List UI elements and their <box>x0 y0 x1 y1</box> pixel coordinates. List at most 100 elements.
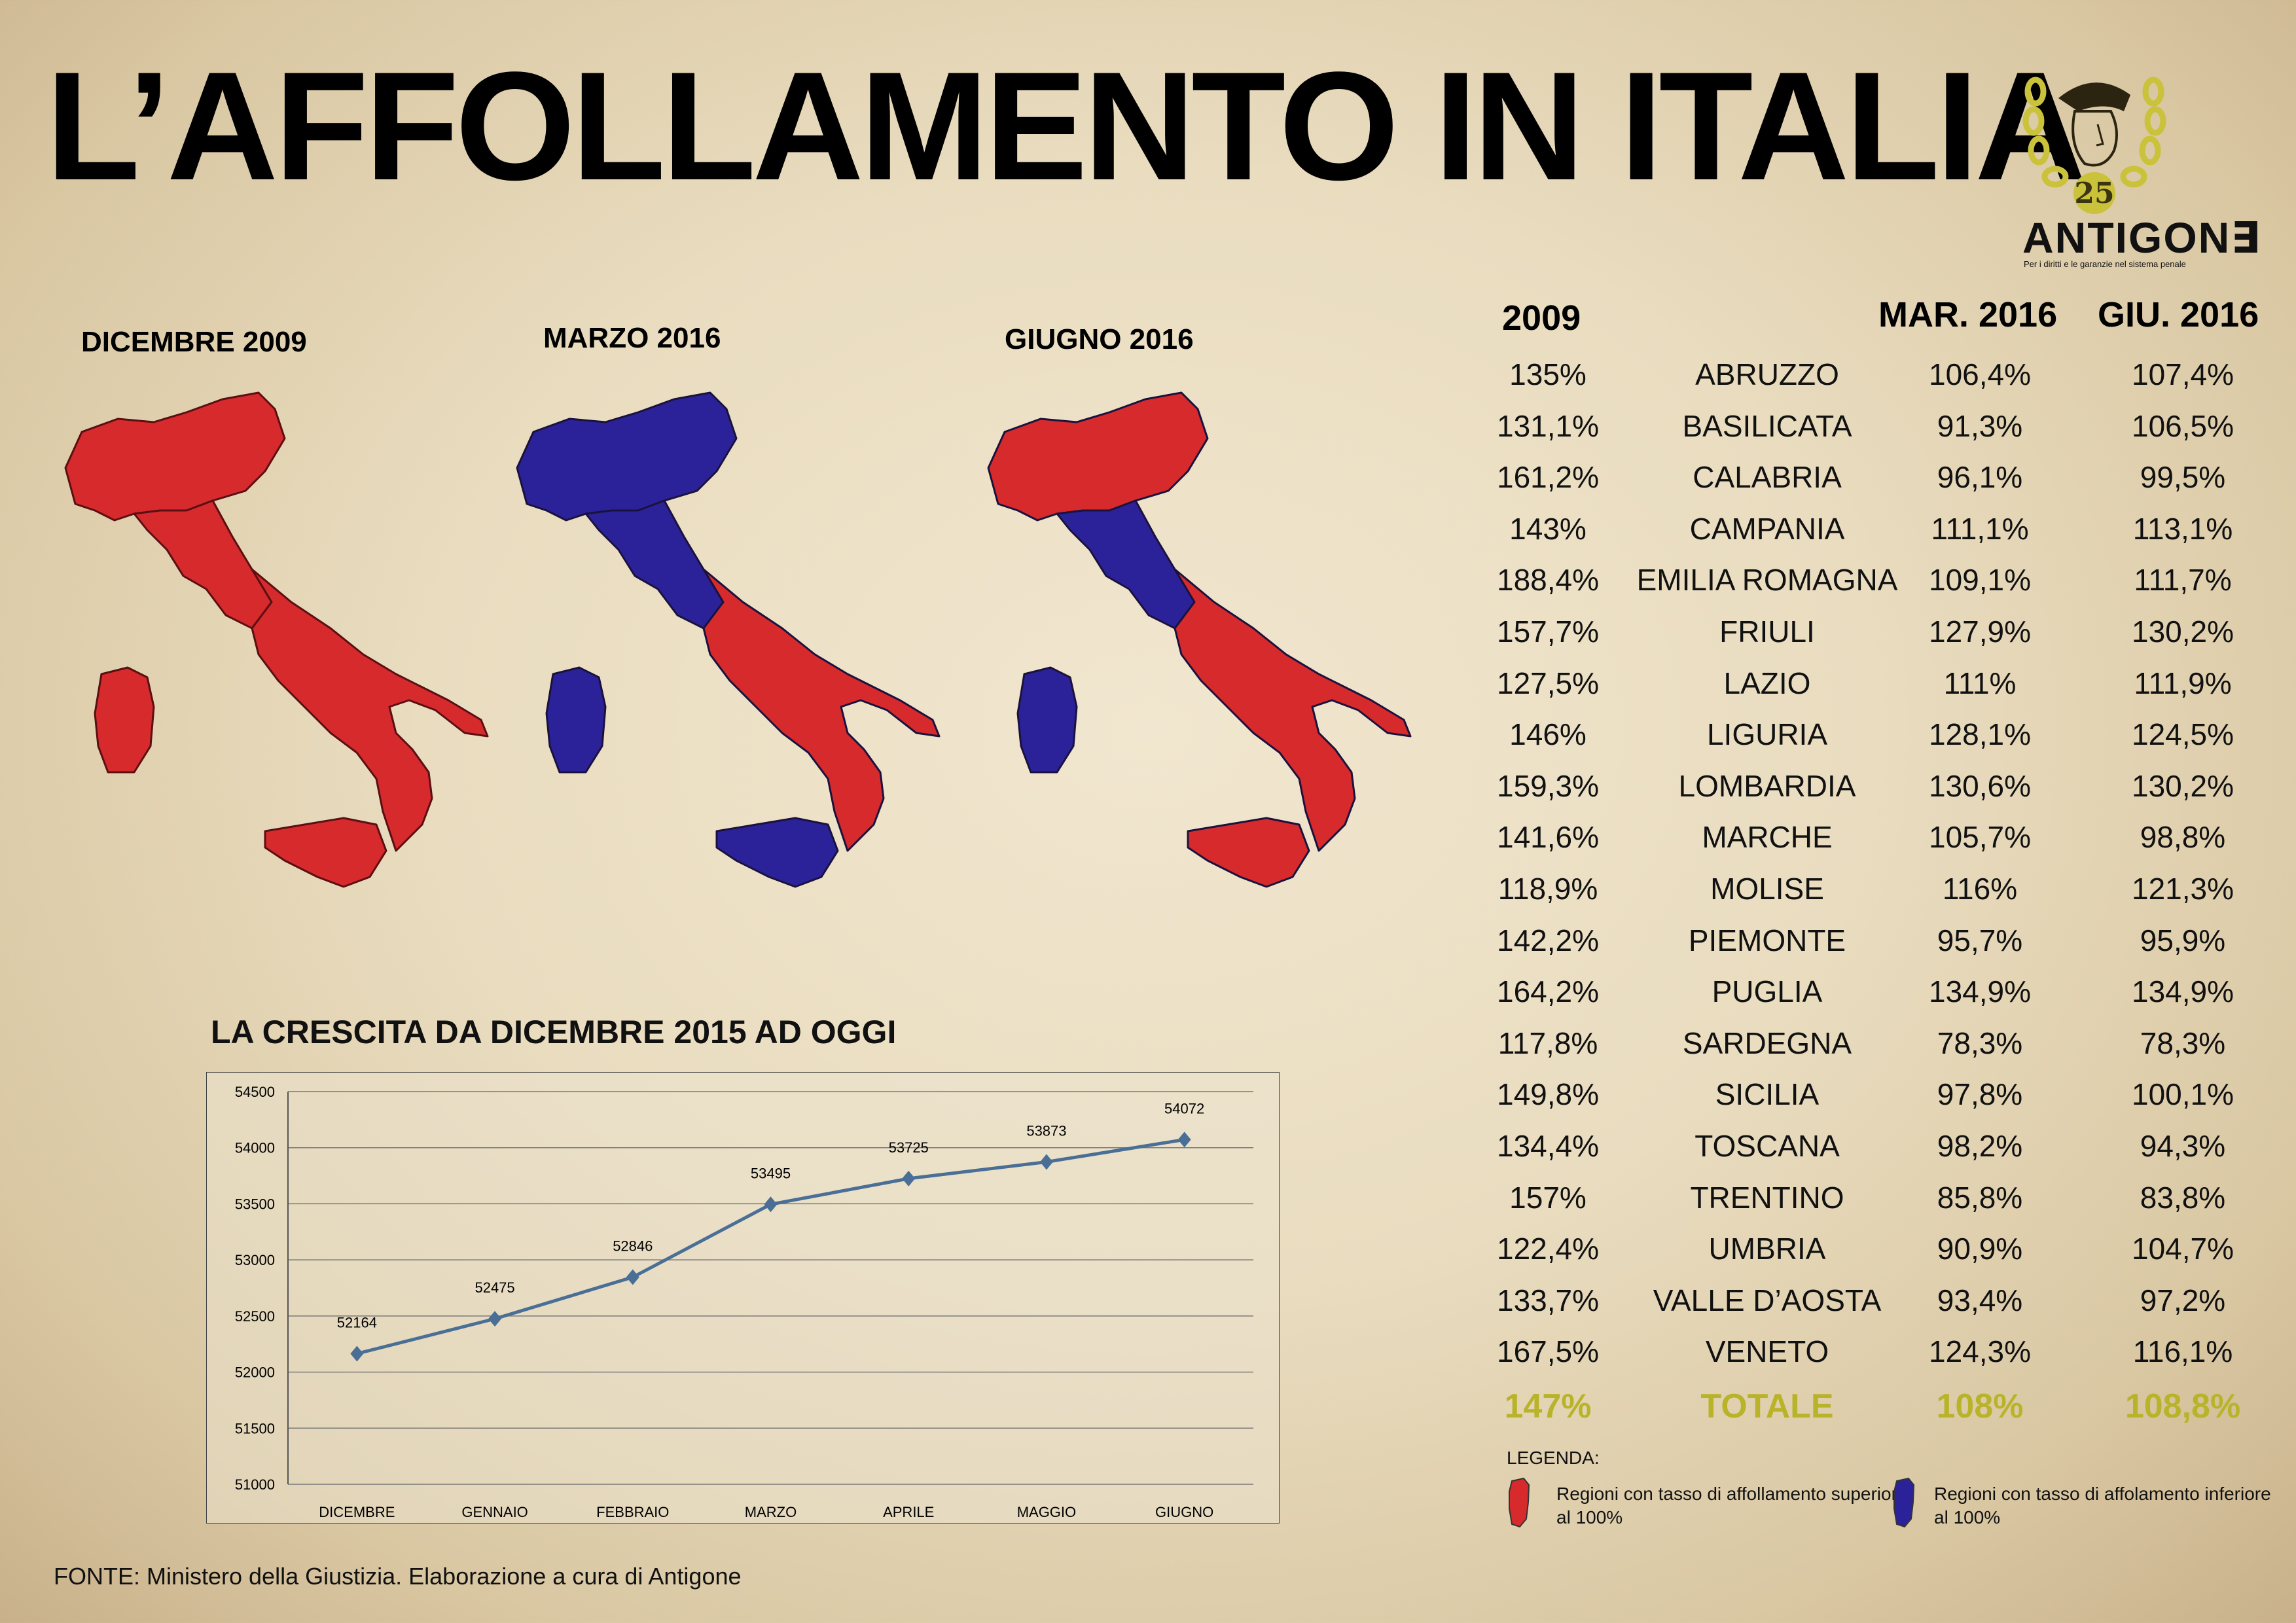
logo-name: ANTIGON∃ <box>2022 213 2262 262</box>
data-label: 53873 <box>1026 1122 1066 1139</box>
table-cell-region: MARCHE <box>1702 820 1833 855</box>
table-cell-region: SARDEGNA <box>1682 1026 1852 1060</box>
table-cell-mar: 124,3% <box>1928 1334 2031 1369</box>
data-label: 52846 <box>613 1238 653 1255</box>
x-tick-label: MARZO <box>745 1504 797 1520</box>
table-cell-mar: 90,9% <box>1937 1232 2023 1266</box>
table-cell-giu: 78,3% <box>2140 1026 2226 1060</box>
column-header-2009: 2009 <box>1502 298 1581 338</box>
map-title-march-2016: MARZO 2016 <box>543 322 721 354</box>
column-header-march-2016: MAR. 2016 <box>1878 295 2058 334</box>
table-cell-mar: 127,9% <box>1928 615 2031 649</box>
region-sardinia <box>545 666 607 774</box>
table-cell-y2009: 149,8% <box>1496 1077 1599 1112</box>
region-sardinia <box>1016 666 1078 774</box>
table-cell-mar: 134,9% <box>1928 974 2031 1009</box>
table-cell-mar: 128,1% <box>1928 717 2031 752</box>
table-cell-y2009: 143% <box>1509 511 1587 546</box>
table-cell-y2009: 141,6% <box>1496 820 1599 855</box>
table-cell-mar: 91,3% <box>1937 408 2023 443</box>
legend-under-label: Regioni con tasso di affolamento inferio… <box>1934 1484 2271 1527</box>
table-cell-giu: 97,2% <box>2140 1283 2226 1317</box>
data-point <box>350 1346 364 1362</box>
logo-tagline: Per i diritti e le garanzie nel sistema … <box>2024 259 2186 269</box>
region-sardinia <box>94 666 155 774</box>
data-label: 53495 <box>751 1165 791 1181</box>
table-cell-region: VALLE D’AOSTA <box>1653 1283 1882 1317</box>
region-center <box>133 499 273 630</box>
logo-number: 25 <box>2074 177 2114 210</box>
table-cell-y2009: 117,8% <box>1498 1026 1598 1060</box>
data-label: 53725 <box>889 1139 929 1156</box>
table-cell-mar: 95,7% <box>1937 923 2023 957</box>
table-cell-y2009: 157% <box>1509 1180 1587 1215</box>
y-tick-label: 54500 <box>235 1084 275 1100</box>
chart-title: LA CRESCITA DA DICEMBRE 2015 AD OGGI <box>211 1014 897 1050</box>
table-cell-region: VENETO <box>1705 1334 1829 1369</box>
table-cell-mar: 105,7% <box>1928 820 2031 855</box>
region-south <box>1174 568 1412 852</box>
y-tick-label: 53000 <box>235 1252 275 1268</box>
data-point <box>764 1196 778 1213</box>
table-cell-giu: 100,1% <box>2131 1077 2234 1112</box>
table-cell-region: BASILICATA <box>1682 408 1852 443</box>
table-cell-mar: 98,2% <box>1937 1129 2023 1163</box>
region-south <box>702 568 941 852</box>
table-cell-mar: 96,1% <box>1937 460 2023 495</box>
table-cell-region: PUGLIA <box>1712 974 1823 1009</box>
italy-map-march-2016 <box>516 391 941 888</box>
table-cell-y2009: 164,2% <box>1496 974 1599 1009</box>
table-cell-giu: 111,7% <box>2134 563 2232 597</box>
data-label: 52475 <box>475 1279 514 1296</box>
table-cell-mar: 116% <box>1942 872 2018 906</box>
table-cell-y2009: 161,2% <box>1496 460 1599 495</box>
legend-swatch-under <box>1893 1477 1915 1528</box>
data-point <box>902 1170 916 1186</box>
table-cell-mar: 109,1% <box>1928 563 2031 597</box>
antigone-logo: 25 <box>2022 77 2166 214</box>
table-cell-mar: 111% <box>1943 666 2017 700</box>
table-cell-region: ABRUZZO <box>1695 357 1839 391</box>
table-cell-region: SICILIA <box>1715 1077 1820 1112</box>
y-tick-label: 51000 <box>235 1476 275 1493</box>
table-cell-region: CALABRIA <box>1693 460 1842 495</box>
y-tick-label: 54000 <box>235 1140 275 1156</box>
legend-title: LEGENDA: <box>1507 1448 1600 1468</box>
table-cell-mar: 93,4% <box>1937 1283 2023 1317</box>
region-south <box>251 568 489 852</box>
table-cell-giu: 130,2% <box>2131 615 2234 649</box>
table-cell-giu: 94,3% <box>2140 1129 2226 1163</box>
x-tick-label: FEBBRAIO <box>596 1504 669 1520</box>
y-tick-label: 51500 <box>235 1420 275 1436</box>
table-cell-giu: 116,1% <box>2132 1334 2233 1369</box>
table-cell-giu: 98,8% <box>2140 820 2226 855</box>
region-center <box>584 499 725 630</box>
data-point <box>1177 1132 1191 1148</box>
table-cell-y2009: 188,4% <box>1496 563 1599 597</box>
table-cell-mar: 130,6% <box>1928 768 2031 803</box>
column-header-june-2016: GIU. 2016 <box>2098 295 2259 334</box>
data-point <box>1039 1154 1053 1170</box>
region-center <box>1056 499 1196 630</box>
table-cell-giu: 113,1% <box>2132 511 2233 546</box>
data-point <box>488 1311 502 1327</box>
table-cell-giu: 107,4% <box>2131 357 2234 391</box>
table-cell-region: EMILIA ROMAGNA <box>1636 563 1898 597</box>
table-cell-region: PIEMONTE <box>1688 923 1846 957</box>
table-cell-giu: 111,9% <box>2134 666 2232 700</box>
table-cell-region: LOMBARDIA <box>1678 768 1856 803</box>
total-cell-mar: 108% <box>1936 1387 2024 1425</box>
italy-map-2009 <box>64 391 489 888</box>
y-tick-label: 52500 <box>235 1308 275 1325</box>
table-cell-giu: 83,8% <box>2140 1180 2226 1215</box>
y-tick-label: 52000 <box>235 1364 275 1381</box>
table-cell-y2009: 118,9% <box>1498 872 1598 906</box>
table-cell-region: MOLISE <box>1710 872 1824 906</box>
table-cell-mar: 85,8% <box>1937 1180 2023 1215</box>
x-tick-label: MAGGIO <box>1017 1504 1076 1520</box>
table-cell-mar: 106,4% <box>1928 357 2031 391</box>
x-tick-label: GIUGNO <box>1155 1504 1213 1520</box>
legend-swatch-over <box>1509 1477 1530 1528</box>
data-label: 54072 <box>1164 1100 1204 1116</box>
region-sicily <box>1187 817 1310 888</box>
